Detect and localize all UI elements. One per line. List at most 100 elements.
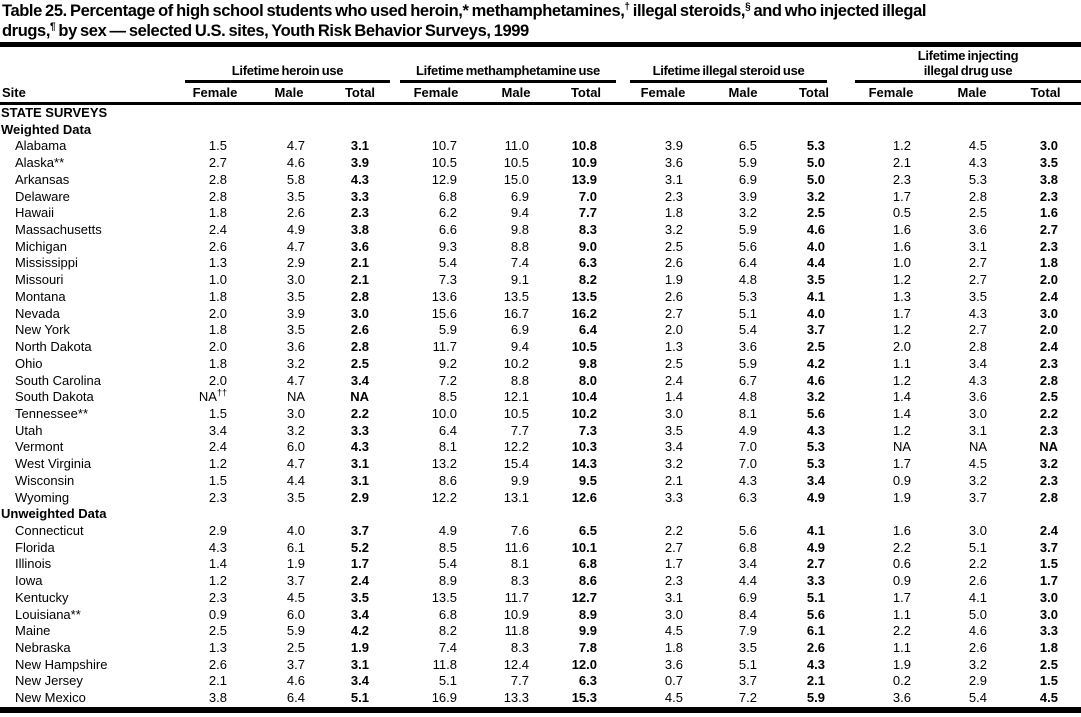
value-cell: 2.2 — [1039, 405, 1058, 421]
value-cell: 5.3 — [738, 288, 757, 304]
value-cell: 3.1 — [664, 171, 683, 187]
value-cell: 6.8 — [438, 606, 457, 622]
value-cell: 12.6 — [571, 489, 597, 505]
value-cell: 3.9 — [350, 155, 369, 171]
value-cell: 1.3 — [208, 255, 227, 271]
column-group-header: Lifetime methamphetamine use — [400, 63, 616, 83]
value-cell: 7.7 — [510, 673, 529, 689]
value-cell: 0.5 — [892, 205, 911, 221]
table-row: Tennessee** 1.5 3.0 2.2 10.0 10.5 10.2 3.0 8.1 5.… — [0, 406, 1081, 423]
value-cell: 1.0 — [208, 272, 227, 288]
value-cell: 4.6 — [286, 155, 305, 171]
value-cell: 2.4 — [1039, 288, 1058, 304]
value-cell: 5.6 — [738, 522, 757, 538]
value-cell: 8.0 — [578, 372, 597, 388]
value-cell: 1.3 — [892, 288, 911, 304]
table-row: New York 1.8 3.5 2.6 5.9 6.9 6.4 2.0 5.4 3.7 1.2 2.… — [0, 322, 1081, 339]
value-cell: 13.5 — [431, 589, 457, 605]
value-cell: 4.7 — [286, 238, 305, 254]
value-cell: 2.5 — [664, 238, 683, 254]
value-cell: 1.8 — [208, 288, 227, 304]
value-cell: 1.8 — [664, 640, 683, 655]
value-cell: 15.6 — [431, 305, 457, 321]
section-heading: Weighted Data — [1, 121, 92, 137]
value-cell: 2.2 — [968, 556, 987, 572]
value-cell: 7.2 — [438, 372, 457, 388]
value-cell: 8.1 — [738, 405, 757, 421]
site-name: Hawaii — [15, 205, 55, 221]
value-cell: 0.2 — [892, 673, 911, 689]
value-cell: 3.9 — [738, 188, 757, 204]
table-row: Florida 4.3 6.1 5.2 8.5 11.6 10.1 2.7 6.8 4.9 2.2 5… — [0, 540, 1081, 557]
value-cell: 6.9 — [738, 589, 757, 605]
value-cell: 7.9 — [738, 623, 757, 639]
value-cell: 4.4 — [806, 255, 825, 271]
value-cell: 8.3 — [578, 222, 597, 238]
site-name: North Dakota — [15, 339, 92, 355]
value-cell: 8.6 — [438, 472, 457, 488]
value-cell: 2.6 — [286, 205, 305, 221]
table-row: North Dakota 2.0 3.6 2.8 11.7 9.4 10.5 1.3 3.6 2.… — [0, 339, 1081, 356]
value-cell: 3.2 — [664, 456, 683, 472]
sub-column-header: Female — [640, 85, 686, 100]
value-cell: 2.6 — [350, 322, 369, 338]
value-cell: 11.7 — [504, 589, 529, 605]
site-name: New Jersey — [15, 673, 83, 689]
value-cell: 8.9 — [578, 606, 597, 622]
value-cell: 6.8 — [738, 539, 757, 555]
value-cell: 5.9 — [738, 222, 757, 238]
value-cell: 2.7 — [664, 305, 683, 321]
value-cell: 4.1 — [806, 288, 825, 304]
value-cell: 4.6 — [968, 623, 987, 639]
value-cell: 10.9 — [503, 606, 529, 622]
value-cell: 9.8 — [510, 222, 529, 238]
value-cell: 3.2 — [286, 355, 305, 371]
site-name: Vermont — [15, 439, 64, 455]
table-header: Site Lifetime heroin use Female Male Total L… — [0, 47, 1081, 105]
table-row: Nevada 2.0 3.9 3.0 15.6 16.7 16.2 2.7 5.1 4.0 1.7 4… — [0, 306, 1081, 323]
value-cell: 5.9 — [438, 322, 457, 338]
site-name: Nevada — [15, 305, 60, 321]
sub-column-header: Male — [274, 85, 304, 100]
value-cell: 2.4 — [350, 573, 369, 589]
title-line-2: drugs,¶ by sex — selected U.S. sites, Yo… — [2, 21, 529, 40]
value-cell: 5.9 — [738, 355, 757, 371]
value-cell: 2.9 — [350, 489, 369, 505]
value-cell: 4.8 — [738, 389, 757, 405]
value-cell: 6.2 — [438, 205, 457, 221]
table-row: Connecticut 2.9 4.0 3.7 4.9 7.6 6.5 2.2 5.6 4.1 1.… — [0, 523, 1081, 540]
value-cell: 10.5 — [571, 339, 597, 355]
value-cell: 4.7 — [286, 456, 305, 472]
site-name: Mississippi — [15, 255, 78, 271]
value-cell: 3.1 — [664, 589, 683, 605]
value-cell: 3.5 — [286, 288, 305, 304]
value-cell: 2.5 — [286, 640, 305, 655]
value-cell: 8.2 — [438, 623, 457, 639]
value-cell: 4.3 — [968, 155, 987, 171]
value-cell: 0.9 — [208, 606, 227, 622]
value-cell: 2.8 — [1039, 372, 1058, 388]
value-cell: 2.5 — [1039, 656, 1058, 672]
site-name: Florida — [15, 539, 55, 555]
value-cell: 3.2 — [968, 472, 987, 488]
value-cell: 4.9 — [806, 489, 825, 505]
value-cell: 4.5 — [286, 589, 305, 605]
value-cell: 3.6 — [350, 238, 369, 254]
value-cell: 1.3 — [664, 339, 683, 355]
value-cell: 1.9 — [350, 640, 369, 655]
value-cell: 2.2 — [892, 539, 911, 555]
value-cell: 1.4 — [208, 556, 227, 572]
value-cell: 1.7 — [1039, 573, 1058, 589]
value-cell: 11.8 — [504, 623, 529, 639]
value-cell: 2.7 — [208, 155, 227, 171]
site-name: Illinois — [15, 556, 52, 572]
value-cell: 3.4 — [208, 422, 227, 438]
value-cell: 9.9 — [578, 623, 597, 639]
value-cell: 8.4 — [738, 606, 757, 622]
value-cell: 12.7 — [571, 589, 597, 605]
value-cell: 3.2 — [1039, 456, 1058, 472]
value-cell: 3.2 — [968, 656, 987, 672]
value-cell: 3.2 — [664, 222, 683, 238]
top-rule — [0, 42, 1081, 47]
value-cell: 2.4 — [208, 222, 227, 238]
